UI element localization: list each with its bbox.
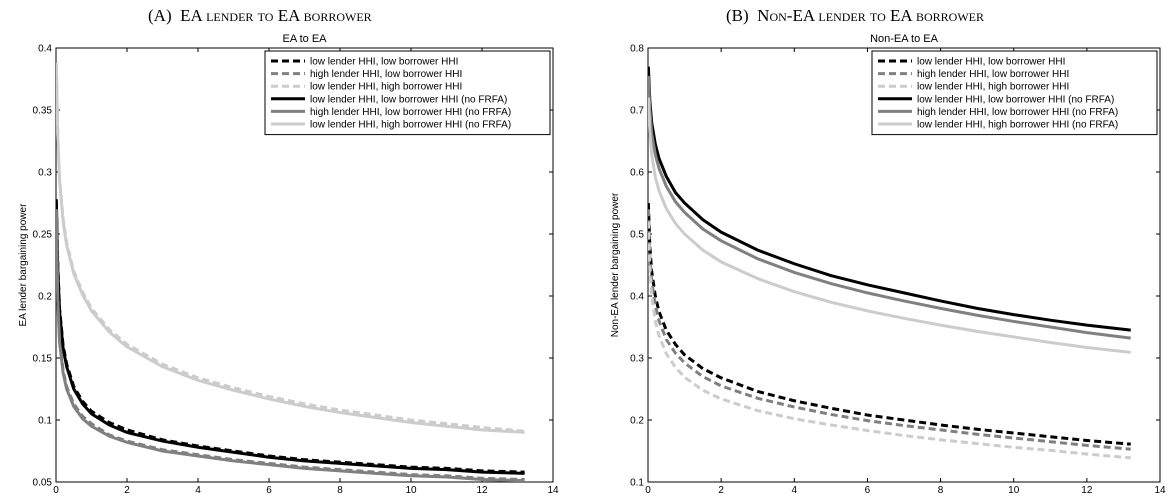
legend-entry-2: high lender HHI, low borrower HHI [917, 69, 1069, 80]
x-tick-label: 8 [337, 485, 343, 496]
series-line-4 [648, 66, 1131, 332]
legend-entry-1: low lender HHI, low borrower HHI [917, 57, 1065, 68]
series-line-6 [56, 65, 525, 434]
y-tick-label: 0.1 [630, 478, 644, 489]
series-line-6 [648, 97, 1131, 354]
legend-entry-3: low lender HHI, high borrower HHI [917, 82, 1069, 93]
legend-entry-5: high lender HHI, low borrower HHI (no FR… [310, 107, 511, 118]
x-tick-label: 10 [1008, 485, 1020, 496]
panel-b-caption: (B) Non-EA lender to EA borrower [726, 6, 984, 26]
legend-entry-4: low lender HHI, low borrower HHI (no FRF… [310, 94, 507, 105]
x-tick-label: 2 [718, 485, 724, 496]
x-tick-label: 0 [53, 485, 59, 496]
legend-entry-6: low lender HHI, high borrower HHI (no FR… [917, 120, 1118, 131]
y-tick-label: 0.6 [630, 168, 644, 179]
y-tick-label: 0.1 [38, 416, 52, 427]
series-line-5 [56, 209, 525, 482]
x-tick-label: 0 [645, 485, 651, 496]
y-tick-label: 0.15 [33, 354, 53, 365]
series-line-3 [648, 221, 1131, 460]
y-tick-label: 0.4 [630, 292, 644, 303]
x-tick-label: 10 [405, 485, 417, 496]
x-tick-label: 14 [547, 485, 559, 496]
chart-title: EA to EA [282, 33, 327, 45]
legend-frame [871, 50, 1158, 136]
legend-entry-2: high lender HHI, low borrower HHI [310, 69, 462, 80]
x-tick-label: 2 [124, 485, 130, 496]
y-tick-label: 0.4 [38, 44, 52, 55]
x-tick-label: 4 [792, 485, 798, 496]
series-line-4 [56, 199, 525, 475]
panel-a-caption: (A) EA lender to EA borrower [148, 6, 372, 26]
y-tick-label: 0.2 [630, 416, 644, 427]
panel-a-caption-text: EA lender to EA borrower [180, 6, 372, 25]
legend-entry-3: low lender HHI, high borrower HHI [310, 82, 462, 93]
legend-entry-4: low lender HHI, low borrower HHI (no FRF… [917, 94, 1114, 105]
panel-b-caption-text: Non-EA lender to EA borrower [757, 6, 984, 25]
chart-title: Non-EA to EA [870, 33, 939, 45]
legend-entry-5: high lender HHI, low borrower HHI (no FR… [917, 107, 1118, 118]
y-tick-label: 0.3 [630, 354, 644, 365]
legend-frame [264, 50, 551, 136]
y-tick-label: 0.35 [33, 106, 53, 117]
y-tick-label: 0.2 [38, 292, 52, 303]
y-tick-label: 0.7 [630, 106, 644, 117]
x-tick-label: 4 [195, 485, 201, 496]
y-axis-label: EA lender bargaining power [18, 203, 29, 327]
panel-a-caption-label: (A) [148, 6, 172, 25]
chart-non-ea-to-ea: Non-EA to EA 0 2 4 6 8 10 12 14 0.1 0.2 0.3 0.4 0.5 0.… [610, 33, 1166, 496]
series-line-3 [56, 62, 525, 433]
x-tick-label: 12 [1081, 485, 1093, 496]
y-tick-label: 0.05 [33, 478, 53, 489]
y-tick-label: 0.8 [630, 44, 644, 55]
x-tick-label: 14 [1154, 485, 1166, 496]
plot-area-frame [647, 47, 1161, 483]
y-tick-label: 0.3 [38, 168, 52, 179]
series-line-5 [648, 75, 1131, 340]
y-tick-label: 0.25 [33, 230, 53, 241]
y-tick-label: 0.5 [630, 230, 644, 241]
panel-b-caption-label: (B) [726, 6, 749, 25]
legend-entry-1: low lender HHI, low borrower HHI [310, 57, 458, 68]
x-tick-label: 6 [865, 485, 871, 496]
chart-ea-to-ea: EA to EA 0 2 4 6 8 10 12 14 0.05 0.1 0.15 0.2 0.25 0.3… [18, 33, 559, 496]
series-line-1 [648, 202, 1131, 446]
x-tick-label: 8 [938, 485, 944, 496]
series-line-2 [648, 209, 1131, 451]
x-tick-label: 6 [266, 485, 272, 496]
y-axis-label: Non-EA lender bargaining power [610, 192, 621, 337]
x-tick-label: 12 [476, 485, 488, 496]
legend-entry-6: low lender HHI, high borrower HHI (no FR… [310, 120, 511, 131]
